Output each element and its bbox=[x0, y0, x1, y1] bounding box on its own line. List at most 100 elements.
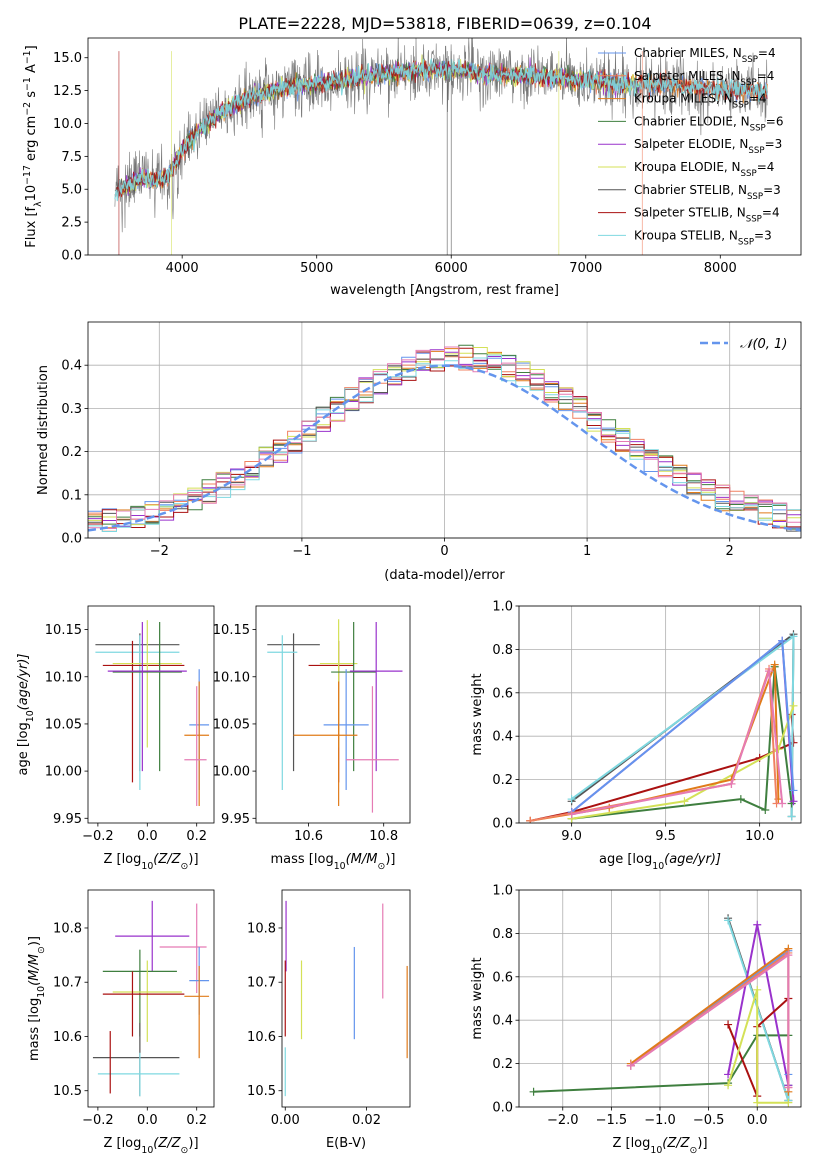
legend-label: Kroupa MILES, NSSP=4 bbox=[634, 92, 767, 111]
y-axis-label: age [log10(age/yr)] bbox=[16, 654, 36, 776]
mass-weight-marker bbox=[770, 660, 779, 669]
y-tick-label: 10.00 bbox=[45, 765, 82, 780]
x-tick-label: 4000 bbox=[166, 261, 199, 276]
mass-weight-marker bbox=[724, 916, 733, 925]
y-axis-label: mass [log10(M/M⊙)] bbox=[27, 936, 47, 1061]
y-tick-label: 0.8 bbox=[492, 927, 513, 942]
x-tick-label: 8000 bbox=[704, 261, 737, 276]
y-tick-label: 0.0 bbox=[492, 1101, 513, 1116]
residual-legend: 𝒩(0, 1) bbox=[700, 337, 787, 352]
y-tick-label: 10.5 bbox=[247, 1084, 276, 1099]
axes-mass_vs_Z: −0.2 0.0 0.2 10.5 10.6 10.7 10.8 Z [log10(Z/Z⊙)… bbox=[27, 889, 215, 1156]
axes-mass_vs_EBV: 0.00 0.02 10.5 10.6 10.7 10.8 E(B-V) bbox=[247, 889, 411, 1151]
x-tick-label: 0.02 bbox=[352, 1113, 381, 1128]
axes-spectrum: 4000 5000 6000 7000 8000 0.0 2.5 5.0 7.5 10.0 12.5… bbox=[22, 37, 802, 298]
y-tick-label: 0.4 bbox=[61, 359, 82, 374]
x-tick-label: −1.5 bbox=[596, 1113, 628, 1128]
spectrum-title: PLATE=2228, MJD=53818, FIBERID=0639, z=0… bbox=[238, 14, 651, 33]
y-tick-label: 0.3 bbox=[61, 402, 82, 417]
y-tick-label: 0.0 bbox=[61, 532, 82, 547]
histogram-extra_pink bbox=[88, 346, 801, 529]
x-axis-label: age [log10(age/yr)] bbox=[599, 852, 721, 872]
plot-area bbox=[88, 344, 801, 532]
legend-label: Chabrier MILES, NSSP=4 bbox=[634, 46, 776, 65]
plot-area bbox=[526, 630, 798, 823]
x-tick-label: −1 bbox=[292, 544, 311, 559]
y-tick-label: 0.2 bbox=[492, 773, 513, 788]
x-tick-label: 7000 bbox=[569, 261, 602, 276]
x-tick-label: 0.0 bbox=[747, 1113, 768, 1128]
y-tick-label: 10.0 bbox=[53, 117, 82, 132]
y-tick-label: 10.15 bbox=[213, 623, 250, 638]
mass-weight-marker bbox=[526, 816, 535, 823]
y-tick-label: 0.6 bbox=[492, 970, 513, 985]
y-tick-label: 10.8 bbox=[247, 921, 276, 936]
x-tick-label: −2.0 bbox=[547, 1113, 579, 1128]
mass-weight-marker bbox=[761, 805, 770, 814]
y-tick-label: 0.0 bbox=[492, 817, 513, 832]
axes-residuals: −2 −1 0 1 2 0.0 0.1 0.2 0.3 0.4 𝒩(0, 1) (data-model… bbox=[36, 321, 802, 583]
x-tick-label: 5000 bbox=[300, 261, 333, 276]
mass-weight-line-extra_pink bbox=[571, 670, 784, 816]
histogram-salp_stelib bbox=[88, 347, 801, 529]
y-tick-label: 10.10 bbox=[213, 670, 250, 685]
legend-label: Chabrier ELODIE, NSSP=6 bbox=[634, 114, 783, 133]
y-tick-label: 1.0 bbox=[492, 884, 513, 899]
x-tick-label: 0.00 bbox=[271, 1113, 300, 1128]
y-tick-label: 9.95 bbox=[53, 812, 82, 827]
y-tick-label: 0.4 bbox=[492, 730, 513, 745]
x-tick-label: −2 bbox=[150, 544, 169, 559]
y-tick-label: 10.15 bbox=[45, 623, 82, 638]
plot-area bbox=[267, 619, 403, 813]
y-tick-label: 15.0 bbox=[53, 51, 82, 66]
plot-area bbox=[114, 38, 768, 255]
axes-age_vs_Z: −0.2 0.0 0.2 9.95 10.00 10.05 10.10 10.15 Z [log… bbox=[16, 605, 215, 872]
x-axis-label: mass [log10(M/M⊙)] bbox=[271, 852, 396, 872]
axes-frame bbox=[281, 889, 411, 1108]
y-tick-label: 10.00 bbox=[213, 765, 250, 780]
normal-curve bbox=[88, 364, 801, 532]
x-tick-label: 9.0 bbox=[561, 829, 582, 844]
axes-age_vs_mass: 10.6 10.8 9.95 10.00 10.05 10.10 10.15 mass [lo… bbox=[213, 605, 411, 872]
axes-frame bbox=[255, 605, 411, 824]
legend-label: 𝒩(0, 1) bbox=[740, 337, 787, 352]
legend-label: Salpeter ELODIE, NSSP=3 bbox=[634, 137, 782, 156]
x-axis-label: wavelength [Angstrom, rest frame] bbox=[330, 283, 559, 298]
mass-weight-marker bbox=[765, 667, 774, 676]
y-axis-label: Normed distribution bbox=[36, 365, 51, 495]
y-tick-label: 10.5 bbox=[53, 1084, 82, 1099]
x-axis-label: (data-model)/error bbox=[384, 568, 505, 583]
mass-weight-marker bbox=[567, 810, 576, 819]
plot-area bbox=[92, 900, 210, 1097]
mass-weight-marker bbox=[680, 797, 689, 806]
axes-frame bbox=[87, 605, 215, 824]
y-tick-label: 9.95 bbox=[221, 812, 250, 827]
mass-weight-marker bbox=[789, 632, 798, 641]
y-tick-label: 12.5 bbox=[53, 84, 82, 99]
x-axis-label: Z [log10(Z/Z⊙)] bbox=[103, 852, 198, 872]
mass-weight-marker bbox=[626, 1061, 635, 1070]
legend-label: Chabrier STELIB, NSSP=3 bbox=[634, 183, 781, 202]
x-tick-label: −0.2 bbox=[82, 829, 114, 844]
y-tick-label: 2.5 bbox=[61, 216, 82, 231]
mass-weight-marker bbox=[787, 812, 796, 821]
mass-weight-marker bbox=[778, 636, 787, 645]
y-tick-label: 0.2 bbox=[61, 445, 82, 460]
axes-massweight_vs_age: 9.0 9.5 10.0 0.0 0.2 0.4 0.6 0.8 1.0 age [log10(a… bbox=[470, 600, 802, 872]
histogram-krou_stelib bbox=[88, 354, 801, 532]
mass-weight-marker bbox=[778, 799, 787, 808]
axes-massweight_vs_Z: −2.0 −1.5 −1.0 −0.5 0.0 0.0 0.2 0.4 0.6 0.8 1.0 Z [… bbox=[470, 884, 802, 1156]
y-tick-label: 7.5 bbox=[61, 150, 82, 165]
mass-weight-marker bbox=[784, 951, 793, 960]
x-tick-label: 0.0 bbox=[137, 1113, 158, 1128]
x-tick-label: 1 bbox=[583, 544, 591, 559]
y-tick-label: 0.2 bbox=[492, 1057, 513, 1072]
spectrum-legend: Chabrier MILES, NSSP=4 Salpeter MILES, NS… bbox=[598, 46, 783, 247]
x-tick-label: 10.6 bbox=[294, 829, 323, 844]
mass-weight-marker bbox=[789, 786, 798, 795]
plot-area bbox=[284, 900, 408, 1097]
y-tick-label: 0.4 bbox=[492, 1014, 513, 1029]
legend-label: Salpeter MILES, NSSP=4 bbox=[634, 69, 774, 88]
mass-weight-marker bbox=[784, 1083, 793, 1092]
y-tick-label: 10.7 bbox=[247, 976, 276, 991]
